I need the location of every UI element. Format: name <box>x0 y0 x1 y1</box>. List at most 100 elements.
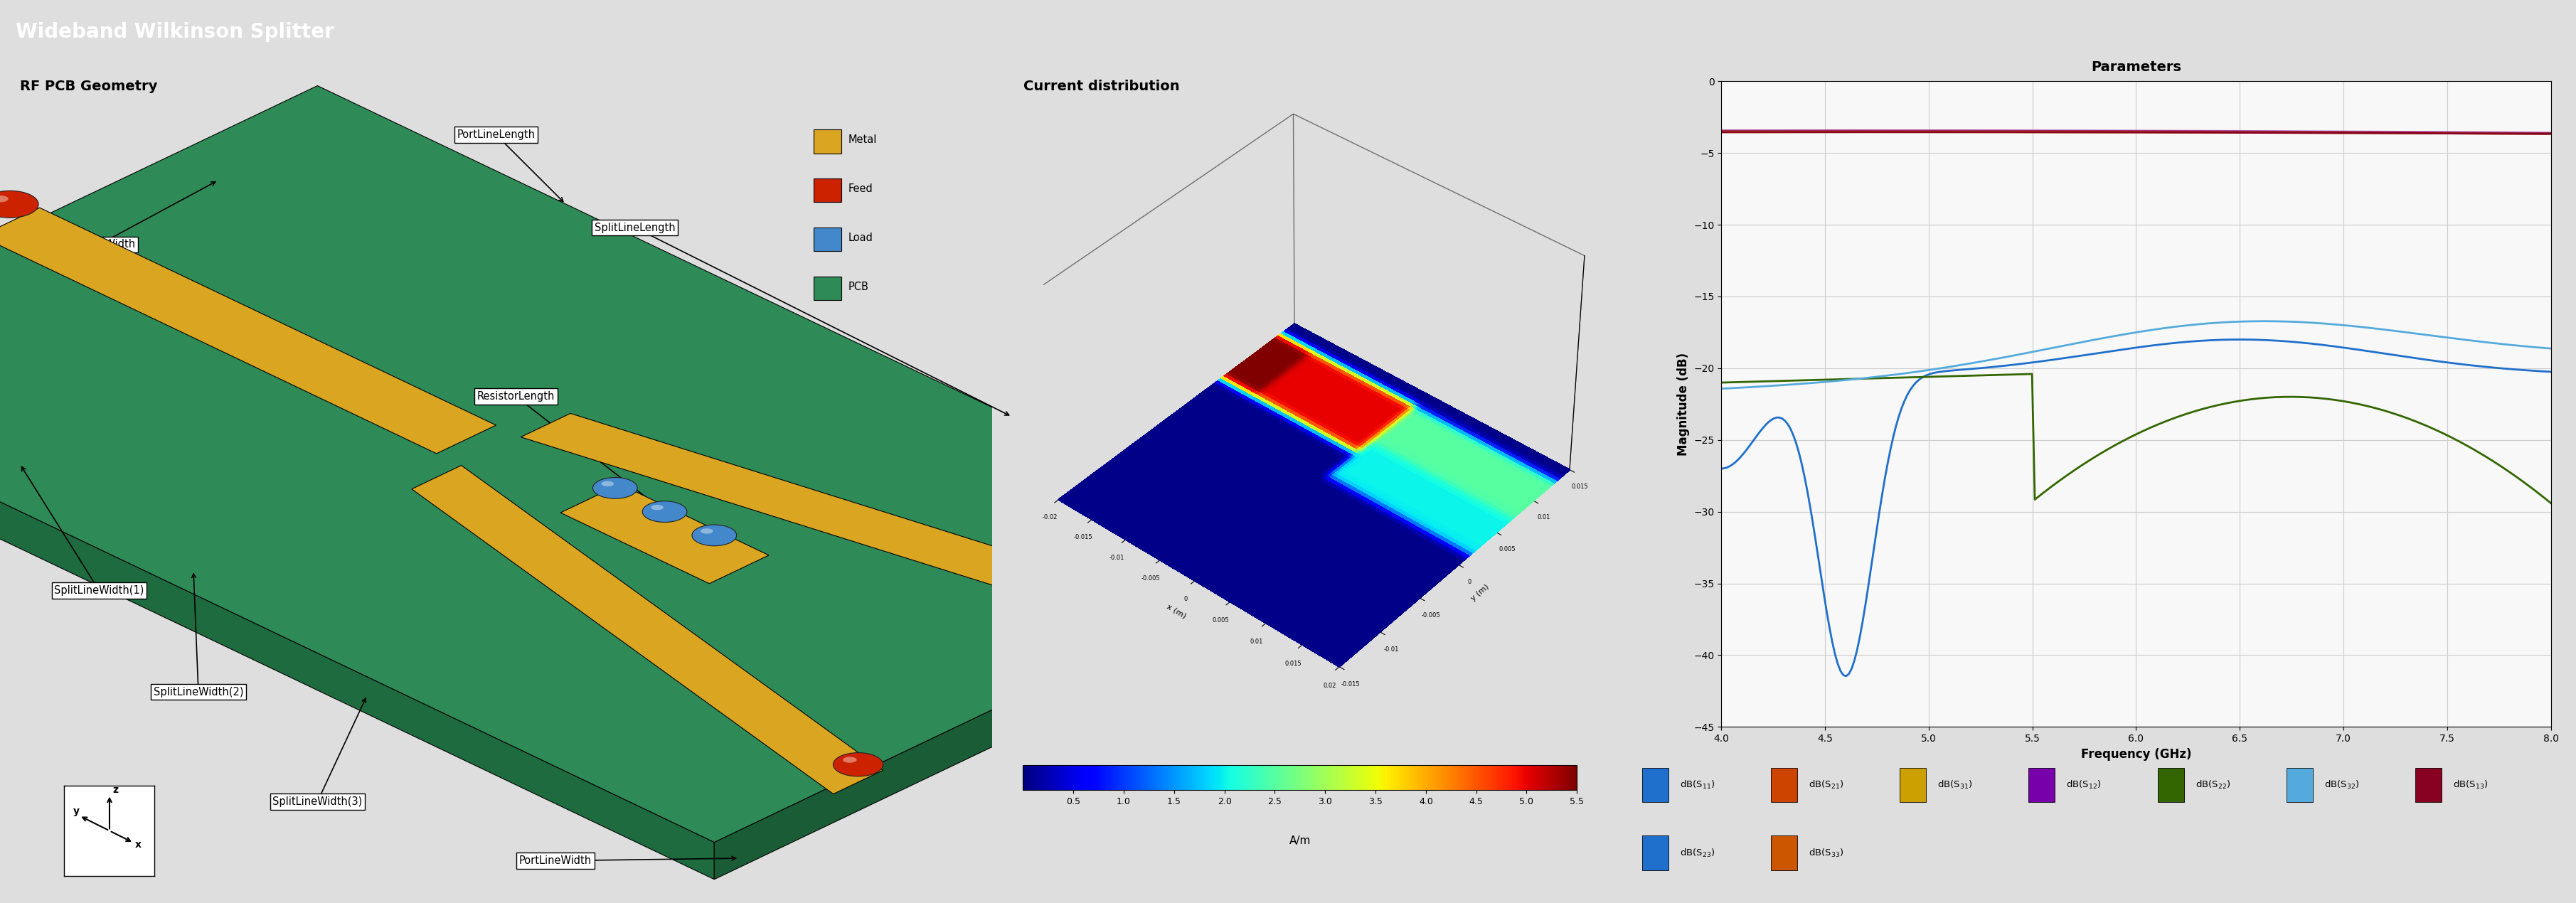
Ellipse shape <box>1170 600 1185 607</box>
Ellipse shape <box>840 756 876 773</box>
Ellipse shape <box>848 760 868 769</box>
Ellipse shape <box>0 195 8 202</box>
Text: dB(S$_{31}$): dB(S$_{31}$) <box>1937 779 1973 791</box>
Text: PortLineLength: PortLineLength <box>456 129 536 140</box>
Ellipse shape <box>644 502 685 521</box>
Text: PortLineWidth: PortLineWidth <box>62 239 137 250</box>
Text: Metal: Metal <box>848 135 876 145</box>
Ellipse shape <box>611 486 621 490</box>
Text: PCB: PCB <box>848 282 868 292</box>
Ellipse shape <box>5 202 13 206</box>
Ellipse shape <box>605 484 623 492</box>
Text: RF PCB Geometry: RF PCB Geometry <box>21 79 157 93</box>
Text: z: z <box>113 786 118 796</box>
Ellipse shape <box>659 509 670 515</box>
Text: dB(S$_{13}$): dB(S$_{13}$) <box>2452 779 2488 791</box>
Bar <box>2285 768 2313 803</box>
Ellipse shape <box>1172 602 1198 614</box>
Bar <box>2156 768 2184 803</box>
Ellipse shape <box>652 505 662 510</box>
Text: Current distribution: Current distribution <box>1023 79 1180 93</box>
Polygon shape <box>412 465 884 794</box>
Text: dB(S$_{33}$): dB(S$_{33}$) <box>1808 847 1844 859</box>
Ellipse shape <box>0 194 31 214</box>
Text: A/m: A/m <box>1288 835 1311 846</box>
Text: Load: Load <box>848 232 873 243</box>
Text: ResistorLength: ResistorLength <box>477 391 554 402</box>
Ellipse shape <box>701 529 729 542</box>
Text: Wideband Wilkinson Splitter: Wideband Wilkinson Splitter <box>15 23 335 42</box>
Text: x: x <box>134 840 142 850</box>
Text: PortLineWidth: PortLineWidth <box>520 855 592 866</box>
Ellipse shape <box>3 200 18 208</box>
Ellipse shape <box>598 480 631 496</box>
Text: dB(S$_{22}$): dB(S$_{22}$) <box>2195 779 2231 791</box>
Ellipse shape <box>0 192 36 216</box>
Polygon shape <box>562 484 768 583</box>
Ellipse shape <box>701 528 714 534</box>
Ellipse shape <box>1159 597 1211 620</box>
X-axis label: Frequency (GHz): Frequency (GHz) <box>2081 748 2190 760</box>
Y-axis label: y (m): y (m) <box>1468 583 1489 602</box>
Text: SplitLineLength: SplitLineLength <box>595 222 675 233</box>
Ellipse shape <box>641 501 688 522</box>
Polygon shape <box>520 414 1211 638</box>
Ellipse shape <box>641 501 688 522</box>
Ellipse shape <box>0 198 23 211</box>
FancyBboxPatch shape <box>814 228 840 251</box>
Bar <box>1770 768 1798 803</box>
Text: SplitLineWidth(1): SplitLineWidth(1) <box>54 585 144 596</box>
X-axis label: x (m): x (m) <box>1164 602 1188 619</box>
Text: dB(S$_{12}$): dB(S$_{12}$) <box>2066 779 2102 791</box>
Text: Feed: Feed <box>848 183 873 194</box>
Ellipse shape <box>0 191 39 218</box>
Polygon shape <box>0 86 1309 842</box>
Ellipse shape <box>0 191 39 218</box>
Ellipse shape <box>654 507 675 517</box>
Ellipse shape <box>595 479 634 498</box>
Text: SplitLineWidth(2): SplitLineWidth(2) <box>155 686 242 697</box>
Ellipse shape <box>837 754 881 775</box>
Ellipse shape <box>693 525 737 545</box>
Bar <box>1770 835 1798 870</box>
FancyBboxPatch shape <box>814 130 840 154</box>
Ellipse shape <box>845 759 871 770</box>
Ellipse shape <box>708 533 719 538</box>
Ellipse shape <box>853 761 863 768</box>
Ellipse shape <box>698 527 732 544</box>
Ellipse shape <box>703 530 726 541</box>
FancyBboxPatch shape <box>814 179 840 202</box>
Ellipse shape <box>711 534 716 536</box>
Ellipse shape <box>592 478 636 498</box>
Ellipse shape <box>696 526 734 545</box>
Ellipse shape <box>613 487 618 489</box>
Ellipse shape <box>0 200 21 209</box>
Ellipse shape <box>855 763 860 766</box>
Bar <box>1641 835 1669 870</box>
Polygon shape <box>0 369 714 880</box>
Y-axis label: Magnitude (dB): Magnitude (dB) <box>1677 352 1690 456</box>
Ellipse shape <box>647 504 680 519</box>
Bar <box>1641 768 1669 803</box>
FancyBboxPatch shape <box>814 276 840 300</box>
Ellipse shape <box>1159 597 1211 620</box>
Polygon shape <box>0 208 495 453</box>
Bar <box>2414 768 2442 803</box>
Text: y: y <box>72 806 80 816</box>
Ellipse shape <box>0 196 28 213</box>
Polygon shape <box>714 559 1309 880</box>
Ellipse shape <box>832 753 884 777</box>
Ellipse shape <box>842 757 855 763</box>
Ellipse shape <box>662 510 667 513</box>
Ellipse shape <box>1170 601 1200 616</box>
Bar <box>2027 768 2056 803</box>
Text: dB(S$_{21}$): dB(S$_{21}$) <box>1808 779 1844 791</box>
Ellipse shape <box>600 481 613 487</box>
Ellipse shape <box>1167 600 1203 618</box>
Ellipse shape <box>693 525 737 545</box>
Text: dB(S$_{23}$): dB(S$_{23}$) <box>1680 847 1716 859</box>
Ellipse shape <box>652 505 677 518</box>
Ellipse shape <box>832 753 884 777</box>
Ellipse shape <box>603 483 626 493</box>
Text: dB(S$_{32}$): dB(S$_{32}$) <box>2324 779 2360 791</box>
